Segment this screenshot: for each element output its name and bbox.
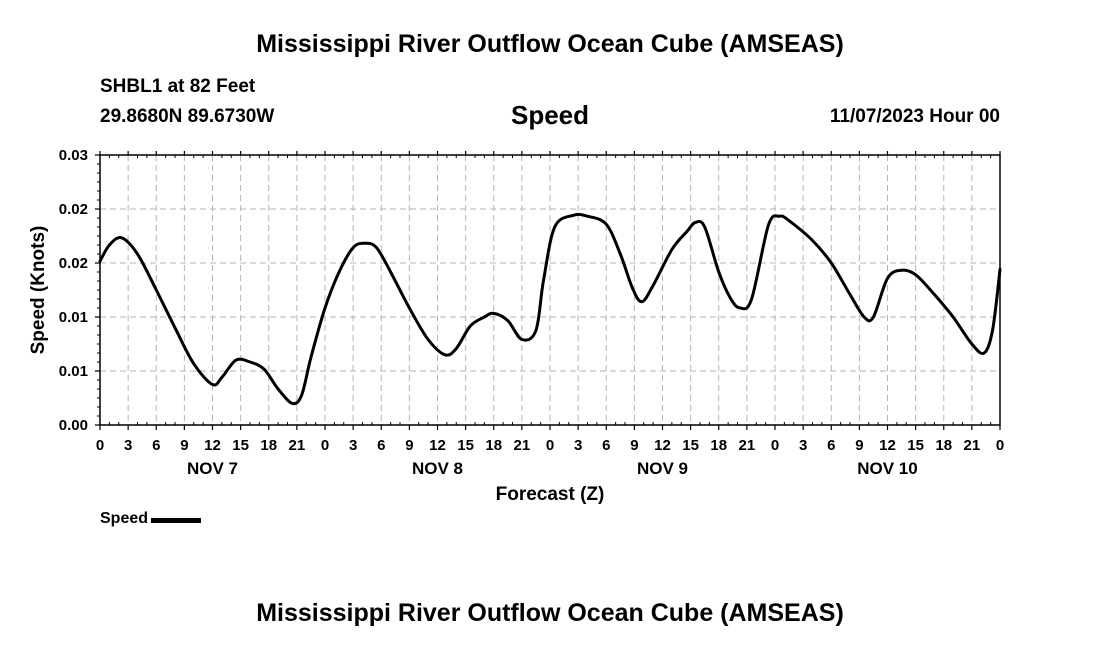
x-tick-label: 18: [485, 437, 502, 454]
axis-tick-labels: 0 3 6 9 12 15 18 21 0 3 6 9 12 15 18 21 0 3 6 9 12 15 18 21 0 3 6 9…: [59, 147, 1004, 478]
axis-ticks: [95, 151, 1001, 430]
x-tick-label: 12: [429, 437, 446, 454]
grid: [100, 155, 1000, 425]
x-tick-label: 15: [907, 437, 924, 454]
x-tick-label: 15: [232, 437, 249, 454]
y-tick-label: 0.01: [59, 363, 88, 380]
x-tick-label: 12: [879, 437, 896, 454]
x-tick-label: 9: [855, 437, 863, 454]
x-tick-label: 0: [321, 437, 329, 454]
x-tick-label: 3: [349, 437, 357, 454]
x-day-label: NOV 8: [412, 459, 463, 478]
x-tick-label: 15: [682, 437, 699, 454]
y-tick-label: 0.03: [59, 147, 88, 164]
x-tick-label: 15: [457, 437, 474, 454]
legend-line-swatch: [151, 518, 202, 523]
series-line-speed: [98, 212, 1002, 406]
x-tick-label: 21: [739, 437, 756, 454]
x-tick-label: 3: [574, 437, 582, 454]
legend: Speed: [100, 510, 202, 528]
x-tick-label: 6: [152, 437, 160, 454]
x-tick-label: 9: [180, 437, 188, 454]
x-tick-label: 12: [654, 437, 671, 454]
x-tick-label: 6: [377, 437, 385, 454]
x-tick-label: 0: [96, 437, 104, 454]
forecast-datetime: 11/07/2023 Hour 00: [829, 106, 1000, 127]
x-tick-label: 9: [405, 437, 413, 454]
chart-title: Mississippi River Outflow Ocean Cube (AM…: [256, 30, 844, 58]
y-tick-label: 0.01: [59, 309, 88, 326]
legend-label: Speed: [100, 510, 149, 527]
x-tick-label: 0: [546, 437, 554, 454]
x-tick-label: 12: [204, 437, 221, 454]
y-tick-label: 0.00: [59, 417, 88, 434]
x-tick-label: 18: [935, 437, 952, 454]
x-day-label: NOV 10: [857, 459, 917, 478]
x-tick-label: 6: [602, 437, 610, 454]
x-tick-label: 21: [514, 437, 531, 454]
x-tick-label: 18: [260, 437, 277, 454]
y-tick-label: 0.02: [59, 255, 88, 272]
x-tick-label: 0: [771, 437, 779, 454]
x-tick-label: 0: [996, 437, 1004, 454]
x-tick-label: 6: [827, 437, 835, 454]
x-axis-label: Forecast (Z): [496, 484, 605, 505]
y-axis-label: Speed (Knots): [28, 226, 49, 355]
x-day-label: NOV 9: [637, 459, 688, 478]
x-tick-label: 21: [289, 437, 306, 454]
variable-title: Speed: [510, 100, 590, 130]
x-tick-label: 3: [799, 437, 807, 454]
footer-title: Mississippi River Outflow Ocean Cube (AM…: [256, 599, 844, 627]
x-tick-label: 3: [124, 437, 132, 454]
coordinates-label: 29.8680N 89.6730W: [100, 106, 275, 127]
x-day-label: NOV 7: [187, 459, 238, 478]
x-tick-label: 9: [630, 437, 638, 454]
y-tick-label: 0.02: [59, 201, 88, 218]
x-tick-label: 18: [710, 437, 727, 454]
station-label: SHBL1 at 82 Feet: [100, 76, 256, 97]
x-tick-label: 21: [964, 437, 981, 454]
